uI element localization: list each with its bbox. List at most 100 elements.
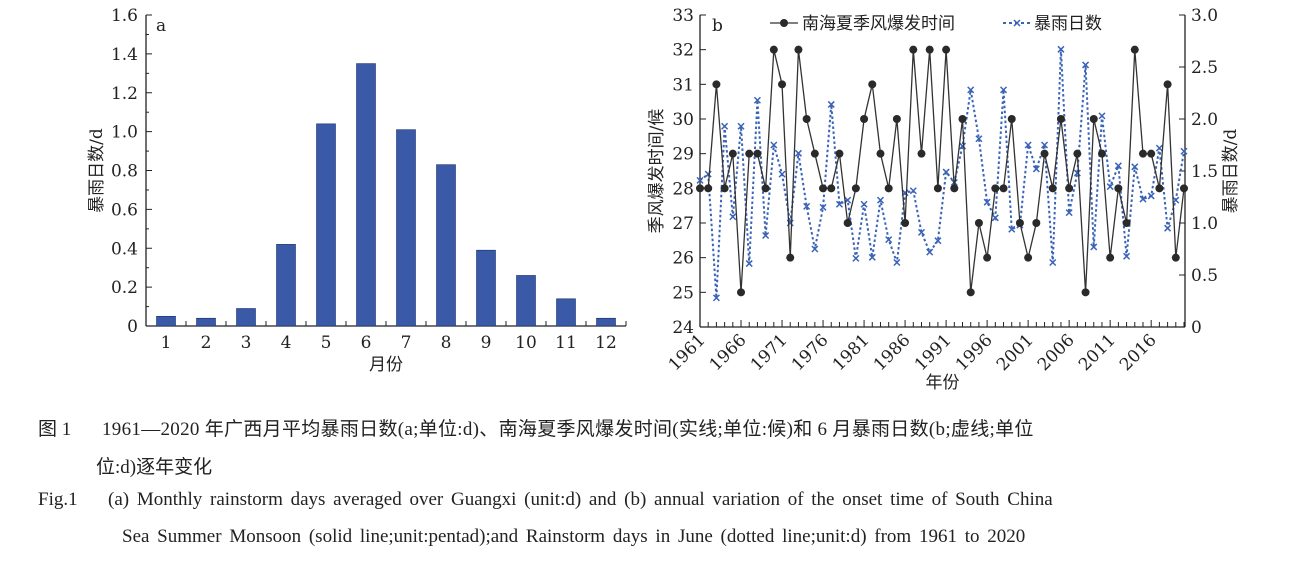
point-monsoon-1981 xyxy=(860,115,869,123)
x-tick-label-a: 4 xyxy=(281,333,292,353)
point-rainstorm-2006 xyxy=(1065,209,1073,217)
y-tick-label-right-b: 0 xyxy=(1191,318,1202,338)
point-monsoon-1962 xyxy=(704,184,713,193)
legend-label-rainstorm: 暴雨日数 xyxy=(1034,14,1102,34)
point-monsoon-2018 xyxy=(1163,80,1172,89)
point-rainstorm-1983 xyxy=(876,196,885,204)
point-rainstorm-1963 xyxy=(712,294,720,302)
point-monsoon-1979 xyxy=(843,219,852,227)
point-rainstorm-2011 xyxy=(1106,183,1114,191)
point-monsoon-2001 xyxy=(1024,253,1033,262)
x-tick-label-b: 2001 xyxy=(993,330,1038,375)
panel-label-a: a xyxy=(156,16,166,36)
x-tick-label-b: 1966 xyxy=(706,330,751,375)
point-rainstorm-2016 xyxy=(1147,192,1155,200)
point-rainstorm-1967 xyxy=(745,260,753,268)
point-monsoon-1982 xyxy=(868,80,877,89)
caption-cn-line2: 位:d)逐年变化 xyxy=(96,457,213,478)
point-monsoon-2020 xyxy=(1180,184,1188,193)
point-monsoon-1984 xyxy=(884,184,893,193)
y-tick-label-left-b: 31 xyxy=(672,75,694,95)
point-monsoon-1966 xyxy=(737,288,746,297)
y-tick-label-left-b: 30 xyxy=(672,110,694,130)
point-rainstorm-1996 xyxy=(983,198,991,206)
point-monsoon-1997 xyxy=(991,184,1000,193)
legend-marker-monsoon xyxy=(780,19,788,27)
panel-label-b: b xyxy=(712,16,723,36)
point-monsoon-2007 xyxy=(1073,149,1082,158)
point-monsoon-1977 xyxy=(827,184,836,193)
x-tick-label-a: 1 xyxy=(161,333,172,353)
point-rainstorm-2002 xyxy=(1032,165,1040,173)
y-tick-label-right-b: 2.0 xyxy=(1191,110,1218,130)
point-monsoon-1988 xyxy=(917,149,926,158)
series-line-rainstorm-days xyxy=(699,49,1185,298)
legend-marker-rainstorm xyxy=(1013,19,1021,27)
point-monsoon-1963 xyxy=(712,80,721,89)
x-tick-label-b: 2006 xyxy=(1034,330,1079,375)
caption-en-line1: (a) Monthly rainstorm days averaged over… xyxy=(108,489,1053,510)
x-axis-title-a: 月份 xyxy=(369,355,403,375)
point-rainstorm-1984 xyxy=(885,236,893,244)
y-axis-title-left-b: 季风爆发时间/候 xyxy=(647,109,667,234)
x-tick-label-b: 1986 xyxy=(870,330,915,375)
point-rainstorm-2012 xyxy=(1114,162,1122,170)
y-tick-label-right-b: 3.0 xyxy=(1191,6,1218,26)
point-monsoon-1991 xyxy=(942,45,951,54)
y-tick-label-left-b: 26 xyxy=(672,249,694,269)
point-monsoon-2014 xyxy=(1130,45,1139,54)
x-tick-label-b: 2011 xyxy=(1075,330,1120,375)
point-monsoon-1964 xyxy=(720,184,729,193)
point-rainstorm-2018 xyxy=(1164,224,1172,232)
caption-en-line2: Sea Summer Monsoon (solid line;unit:pent… xyxy=(122,526,1026,547)
x-tick-label-a: 8 xyxy=(441,333,452,353)
point-monsoon-1961 xyxy=(696,184,704,193)
point-rainstorm-1982 xyxy=(868,253,876,261)
y-tick-label-left-b: 32 xyxy=(672,41,694,61)
point-monsoon-1993 xyxy=(958,115,967,123)
point-monsoon-1976 xyxy=(819,184,828,193)
bar-month-8 xyxy=(436,164,456,327)
point-monsoon-1996 xyxy=(983,253,992,262)
x-tick-label-a: 10 xyxy=(515,333,537,353)
y-tick-label-a: 0.6 xyxy=(111,200,138,220)
y-tick-label-a: 0.2 xyxy=(111,278,138,298)
caption-cn-label: 图 1 xyxy=(38,419,72,440)
point-monsoon-1967 xyxy=(745,149,754,158)
figure: 00.20.40.60.81.01.21.41.61 2 3 4 5 6 7 8 9 10 11 12… xyxy=(87,6,1241,393)
point-rainstorm-1985 xyxy=(893,258,901,267)
x-axis-title-b: 年份 xyxy=(926,373,960,393)
point-monsoon-1972 xyxy=(786,253,795,262)
point-rainstorm-1998 xyxy=(999,86,1008,94)
point-monsoon-1980 xyxy=(851,184,860,193)
point-rainstorm-1975 xyxy=(811,245,819,253)
point-rainstorm-2014 xyxy=(1131,163,1139,171)
x-tick-label-a: 2 xyxy=(201,333,212,353)
point-monsoon-1989 xyxy=(925,45,934,54)
y-tick-label-right-b: 1.0 xyxy=(1191,214,1218,234)
point-monsoon-2015 xyxy=(1138,149,1147,158)
point-rainstorm-1997 xyxy=(991,214,999,222)
point-rainstorm-1999 xyxy=(1008,225,1016,233)
y-axis-title-right-b: 暴雨日数/d xyxy=(1221,129,1241,214)
point-monsoon-2010 xyxy=(1097,149,1106,158)
y-tick-label-a: 1.2 xyxy=(111,84,138,104)
point-monsoon-1994 xyxy=(966,288,975,297)
point-rainstorm-2008 xyxy=(1082,61,1090,69)
x-tick-label-a: 11 xyxy=(555,333,577,353)
y-axis-title-a: 暴雨日数/d xyxy=(87,128,107,213)
point-monsoon-2009 xyxy=(1089,115,1098,123)
bar-month-12 xyxy=(596,317,616,327)
point-monsoon-2003 xyxy=(1040,149,1049,158)
point-monsoon-1969 xyxy=(761,184,770,193)
x-tick-label-b: 1981 xyxy=(829,330,874,375)
point-rainstorm-1980 xyxy=(852,254,860,262)
point-rainstorm-1965 xyxy=(729,213,737,221)
point-monsoon-1992 xyxy=(950,184,959,193)
point-monsoon-1986 xyxy=(901,219,910,227)
series-line-monsoon-onset xyxy=(700,49,1185,293)
point-rainstorm-1961 xyxy=(696,176,704,184)
bar-month-9 xyxy=(476,249,496,327)
point-rainstorm-1978 xyxy=(835,200,843,208)
y-tick-label-a: 0 xyxy=(127,317,138,337)
